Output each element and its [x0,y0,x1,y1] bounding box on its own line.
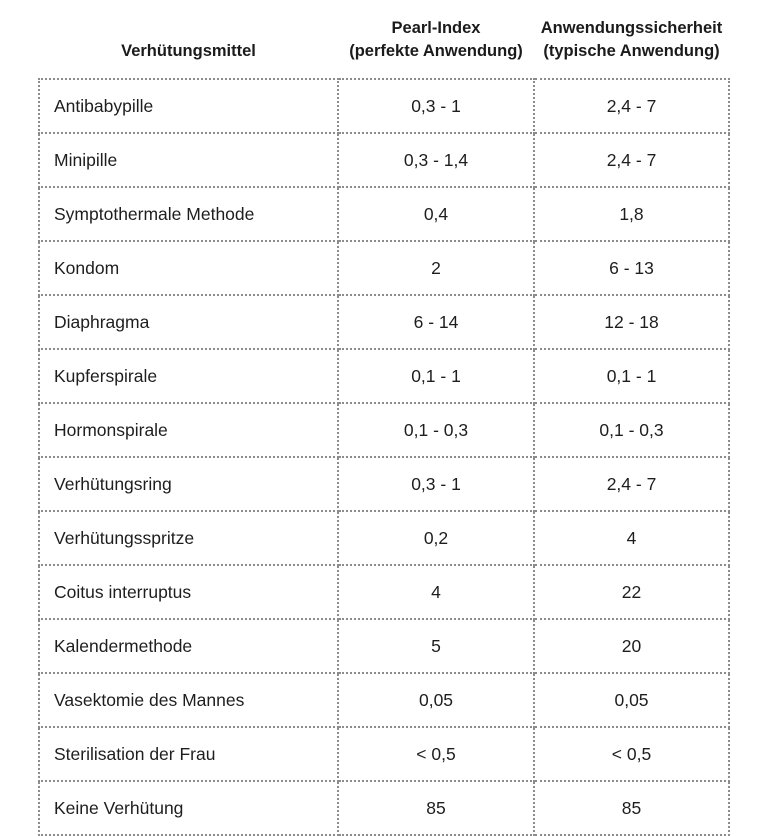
table-row: Verhütungsring 0,3 - 1 2,4 - 7 [38,456,730,512]
pearl-typical-cell: 22 [533,564,730,620]
column-header-pearl-perfect-line2: (perfekte Anwendung) [349,42,523,60]
method-cell: Kondom [38,240,339,296]
table-row: Antibabypille 0,3 - 1 2,4 - 7 [38,78,730,134]
pearl-typical-cell: 0,1 - 0,3 [533,402,730,458]
method-cell: Kupferspirale [38,348,339,404]
method-cell: Symptothermale Methode [38,186,339,242]
pearl-perfect-cell: 0,1 - 0,3 [337,402,535,458]
table-row: Coitus interruptus 4 22 [38,564,730,620]
pearl-typical-cell: 2,4 - 7 [533,132,730,188]
method-cell: Diaphragma [38,294,339,350]
pearl-perfect-cell: 2 [337,240,535,296]
column-header-pearl-perfect-line1: Pearl-Index [391,19,481,37]
pearl-perfect-cell: 5 [337,618,535,674]
table-row: Vasektomie des Mannes 0,05 0,05 [38,672,730,728]
table-row: Kupferspirale 0,1 - 1 0,1 - 1 [38,348,730,404]
table-header: Verhütungsmittel Pearl-Index (perfekte A… [39,14,729,79]
pearl-typical-cell: < 0,5 [533,726,730,782]
table-body: Antibabypille 0,3 - 1 2,4 - 7 Minipille … [38,78,730,836]
pearl-typical-cell: 0,1 - 1 [533,348,730,404]
column-header-pearl-perfect: Pearl-Index (perfekte Anwendung) [338,14,534,79]
pearl-perfect-cell: 0,3 - 1 [337,78,535,134]
method-cell: Minipille [38,132,339,188]
column-header-method: Verhütungsmittel [39,14,338,79]
method-cell: Coitus interruptus [38,564,339,620]
pearl-index-table-container: Verhütungsmittel Pearl-Index (perfekte A… [38,14,730,836]
pearl-perfect-cell: 0,05 [337,672,535,728]
method-cell: Kalendermethode [38,618,339,674]
method-cell: Antibabypille [38,78,339,134]
pearl-typical-cell: 2,4 - 7 [533,456,730,512]
pearl-perfect-cell: 4 [337,564,535,620]
pearl-perfect-cell: 0,1 - 1 [337,348,535,404]
table-row: Sterilisation der Frau < 0,5 < 0,5 [38,726,730,782]
table-row: Symptothermale Methode 0,4 1,8 [38,186,730,242]
pearl-typical-cell: 2,4 - 7 [533,78,730,134]
pearl-index-table: Verhütungsmittel Pearl-Index (perfekte A… [38,14,730,836]
pearl-typical-cell: 1,8 [533,186,730,242]
pearl-typical-cell: 4 [533,510,730,566]
pearl-perfect-cell: 0,3 - 1 [337,456,535,512]
method-cell: Vasektomie des Mannes [38,672,339,728]
method-cell: Hormonspirale [38,402,339,458]
column-header-method-label: Verhütungsmittel [121,42,256,60]
header-row: Verhütungsmittel Pearl-Index (perfekte A… [39,14,729,79]
method-cell: Verhütungsspritze [38,510,339,566]
table-row: Hormonspirale 0,1 - 0,3 0,1 - 0,3 [38,402,730,458]
pearl-perfect-cell: < 0,5 [337,726,535,782]
table-row: Kalendermethode 5 20 [38,618,730,674]
table-row: Verhütungsspritze 0,2 4 [38,510,730,566]
method-cell: Sterilisation der Frau [38,726,339,782]
pearl-typical-cell: 20 [533,618,730,674]
pearl-perfect-cell: 0,2 [337,510,535,566]
pearl-perfect-cell: 6 - 14 [337,294,535,350]
pearl-typical-cell: 12 - 18 [533,294,730,350]
method-cell: Verhütungsring [38,456,339,512]
pearl-typical-cell: 0,05 [533,672,730,728]
column-header-pearl-typical: Anwendungssicherheit (typische Anwendung… [534,14,729,79]
pearl-perfect-cell: 0,3 - 1,4 [337,132,535,188]
table-row: Kondom 2 6 - 13 [38,240,730,296]
table-row: Minipille 0,3 - 1,4 2,4 - 7 [38,132,730,188]
column-header-pearl-typical-line2: (typische Anwendung) [543,42,720,60]
pearl-typical-cell: 6 - 13 [533,240,730,296]
table-row: Diaphragma 6 - 14 12 - 18 [38,294,730,350]
pearl-perfect-cell: 0,4 [337,186,535,242]
column-header-pearl-typical-line1: Anwendungssicherheit [540,19,723,37]
